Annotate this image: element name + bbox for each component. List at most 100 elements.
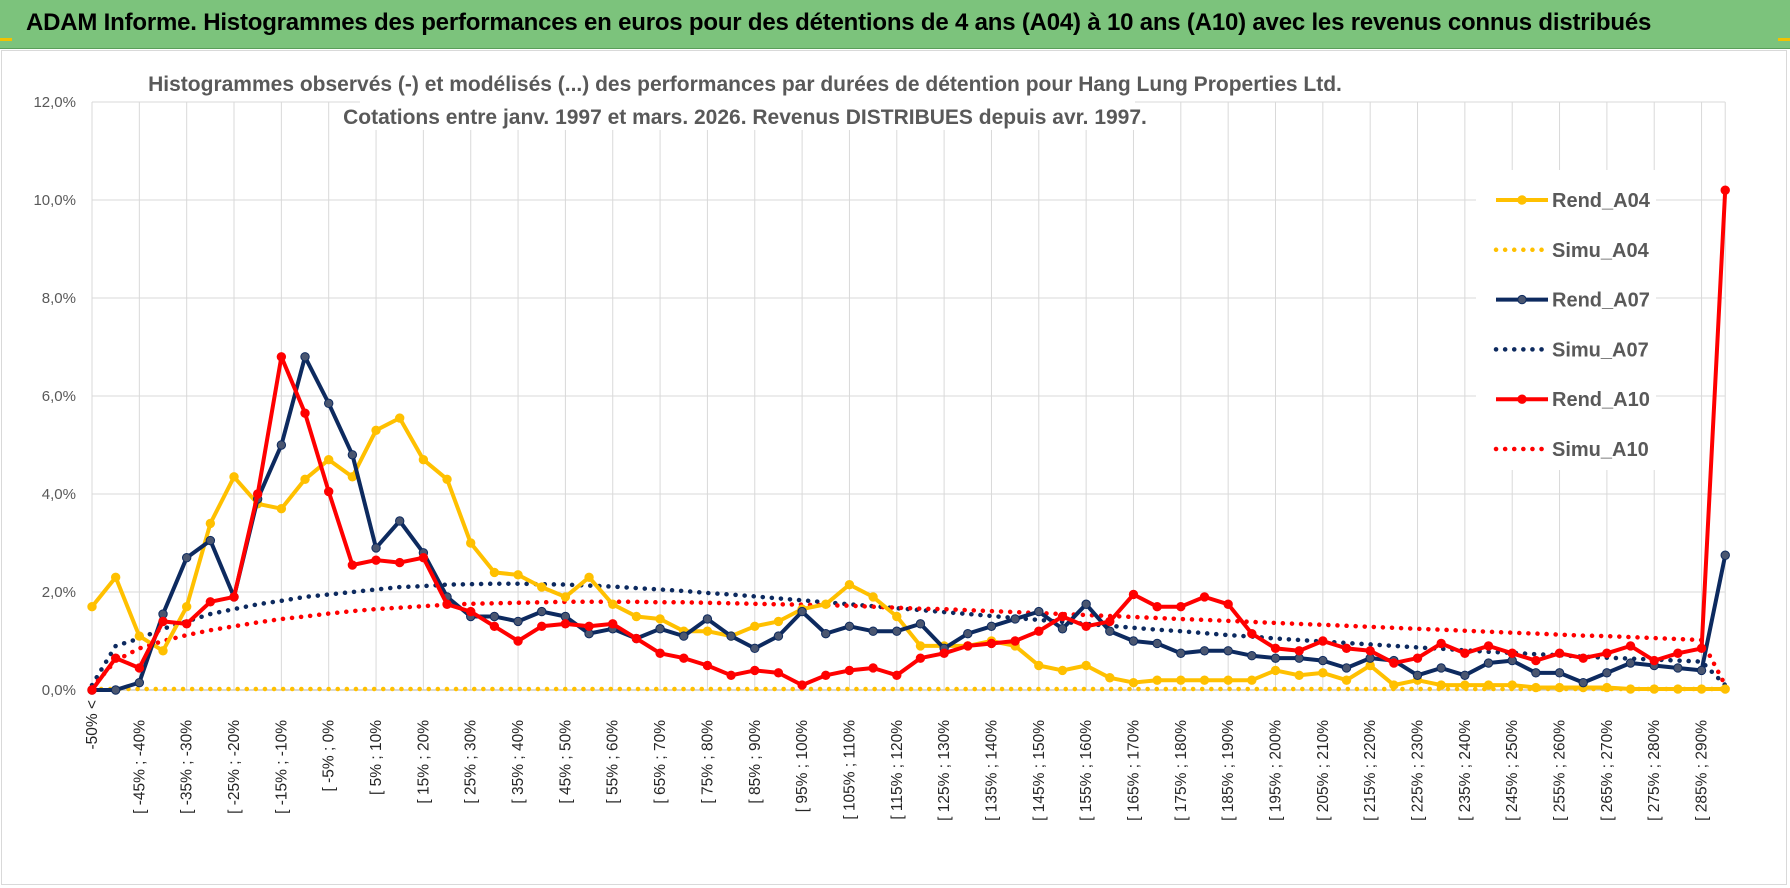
data-point	[1199, 592, 1210, 602]
data-point	[395, 413, 405, 423]
data-point	[537, 621, 547, 631]
data-point	[276, 504, 287, 514]
x-axis-labels: -50% < [ -45% ; -40% [ -35% ; -30% [ -25% ;…	[84, 700, 1711, 821]
series-simu-a10	[89, 599, 1728, 690]
data-point	[1270, 653, 1281, 663]
data-point	[1460, 648, 1470, 658]
data-point	[466, 606, 476, 617]
data-point	[489, 621, 500, 631]
data-point	[1341, 643, 1352, 654]
data-point	[1081, 660, 1091, 671]
data-point	[1507, 648, 1517, 658]
data-point	[1294, 670, 1304, 680]
data-point	[939, 648, 949, 658]
x-tick-label: [ 105% ; 110%	[841, 720, 858, 820]
x-tick-label: [ 25% ; 30%	[463, 720, 480, 804]
data-point	[797, 606, 807, 617]
data-point	[1696, 643, 1707, 654]
data-point	[513, 616, 523, 627]
data-point	[395, 516, 405, 526]
data-point	[1625, 684, 1636, 694]
data-point	[205, 518, 216, 529]
data-point	[1176, 675, 1186, 685]
series-line	[90, 416, 1726, 691]
x-tick-label: [ 205% ; 210%	[1315, 720, 1332, 821]
data-point	[489, 611, 500, 622]
data-point	[844, 665, 855, 676]
data-point	[679, 653, 689, 663]
data-point	[1105, 673, 1115, 683]
data-point	[1318, 655, 1328, 666]
data-point	[442, 474, 452, 484]
data-point	[1010, 636, 1020, 646]
data-point	[750, 665, 760, 676]
data-point	[489, 567, 500, 578]
data-point	[347, 560, 358, 570]
data-point	[1057, 624, 1068, 634]
data-point	[1152, 638, 1162, 649]
y-tick-label: 8,0%	[42, 290, 76, 307]
data-point	[655, 648, 665, 658]
data-point	[608, 599, 618, 609]
data-point	[868, 592, 878, 602]
data-point	[1696, 684, 1707, 694]
banner-title: ADAM Informe. Histogrammes des performan…	[26, 9, 1652, 36]
data-point	[1696, 665, 1707, 676]
x-tick-label: [ 5% ; 10%	[368, 720, 385, 795]
data-point	[1531, 682, 1541, 693]
data-point	[1081, 621, 1091, 631]
x-tick-label: [ 225% ; 230%	[1410, 720, 1427, 821]
data-point	[1034, 606, 1044, 617]
data-point	[537, 582, 547, 592]
series-simu-a07	[89, 581, 1728, 688]
x-tick-label: [ -15% ; -10%	[273, 720, 290, 814]
data-point	[300, 474, 310, 484]
data-point	[395, 557, 405, 568]
title-backdrop	[360, 98, 1135, 130]
title-backdrop	[172, 66, 1318, 98]
data-point	[229, 472, 239, 482]
data-point	[1460, 680, 1470, 690]
data-point	[821, 599, 831, 609]
data-point	[229, 592, 239, 602]
data-point	[1223, 675, 1233, 685]
data-point	[821, 628, 831, 639]
data-point	[537, 606, 547, 617]
chart-title-line1: Histogrammes observés (-) et modélisés (…	[148, 73, 1342, 96]
data-point	[181, 602, 192, 612]
data-point	[1105, 616, 1115, 627]
data-point	[181, 553, 192, 563]
data-point	[1176, 602, 1186, 612]
data-point	[371, 543, 381, 553]
x-tick-label: [ -25% ; -20%	[226, 720, 243, 814]
data-point	[324, 398, 334, 409]
data-point	[181, 619, 192, 629]
data-point	[1649, 655, 1659, 666]
data-point	[300, 352, 310, 362]
data-point	[1199, 675, 1210, 685]
data-point	[1436, 638, 1446, 649]
x-tick-label: [ 245% ; 250%	[1504, 720, 1521, 821]
data-point	[418, 553, 429, 563]
data-point	[1057, 611, 1068, 622]
data-point	[1128, 589, 1139, 600]
data-point	[1602, 682, 1612, 693]
data-point	[844, 579, 855, 590]
x-tick-label: [ 155% ; 160%	[1078, 720, 1095, 821]
data-point	[726, 670, 736, 680]
data-point	[915, 653, 926, 663]
data-point	[1720, 684, 1730, 694]
data-point	[892, 626, 902, 636]
data-point	[1034, 626, 1044, 636]
data-point	[1152, 602, 1162, 612]
data-point	[1720, 550, 1730, 560]
data-point	[371, 555, 381, 565]
y-tick-label: 2,0%	[42, 584, 76, 601]
data-point	[631, 633, 642, 644]
data-point	[868, 626, 878, 636]
data-point	[1081, 599, 1091, 609]
data-point	[655, 614, 665, 624]
data-point	[1389, 680, 1399, 690]
x-tick-label: [ 195% ; 200%	[1268, 720, 1285, 821]
data-point	[110, 572, 121, 582]
